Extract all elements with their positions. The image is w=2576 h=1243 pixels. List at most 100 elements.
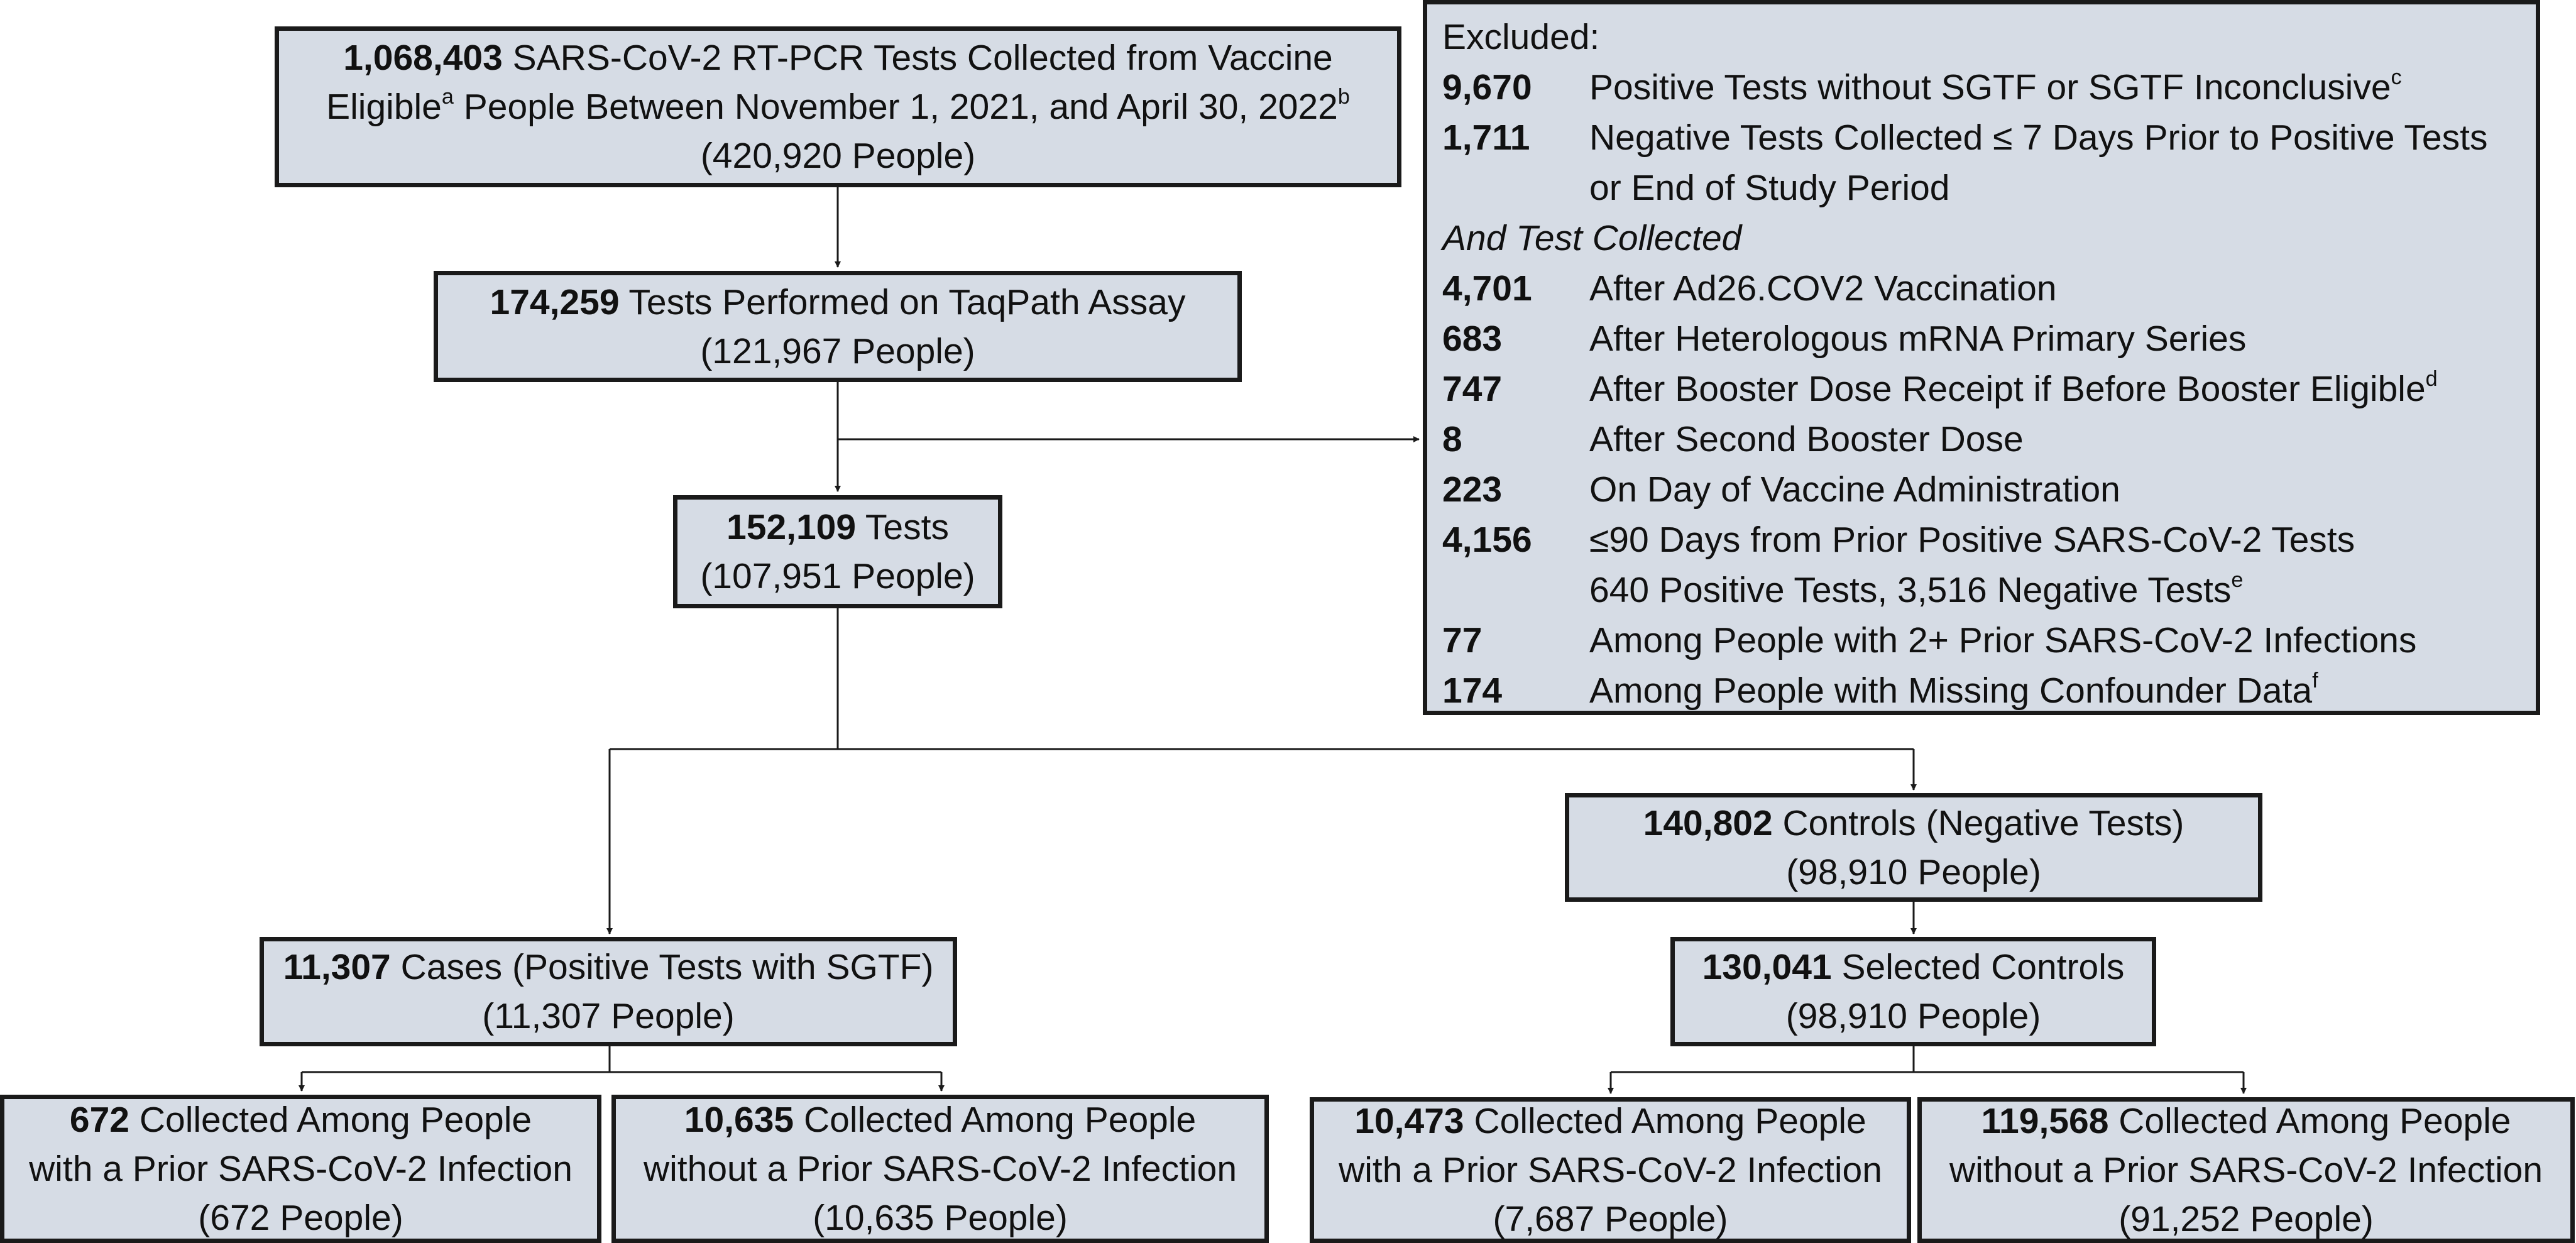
excluded-row: 77 Among People with 2+ Prior SARS-CoV-2 …: [1442, 615, 2536, 665]
box-controls-prior-infection: 10,473 Collected Among People with a Pri…: [1310, 1097, 1911, 1243]
excluded-count: [1442, 565, 1589, 615]
excluded-reason: or End of Study Period: [1589, 163, 1950, 213]
tests-people: (107,951 People): [700, 556, 975, 596]
tests-text: Tests: [856, 507, 949, 547]
excluded-reason: Negative Tests Collected ≤ 7 Days Prior …: [1589, 112, 2487, 163]
total-tests-eligible: Eligible: [326, 87, 442, 127]
controls-prior-people: (7,687 People): [1493, 1199, 1728, 1239]
excluded-count: 223: [1442, 469, 1503, 510]
cases-no-prior-number: 10,635: [684, 1100, 794, 1140]
cases-text: Cases (Positive Tests with SGTF): [390, 947, 934, 987]
total-tests-number: 1,068,403: [343, 38, 503, 78]
excluded-reason-text: After Heterologous mRNA Primary Series: [1589, 319, 2247, 359]
excluded-reason: After Ad26.COV2 Vaccination: [1589, 263, 2057, 314]
excluded-subtitle: And Test Collected: [1442, 218, 1742, 258]
excluded-title: Excluded:: [1442, 17, 1600, 57]
excluded-count: [1442, 163, 1589, 213]
box-cases-prior-infection: 672 Collected Among People with a Prior …: [0, 1095, 601, 1243]
selected-controls-people: (98,910 People): [1785, 996, 2041, 1036]
controls-no-prior-people: (91,252 People): [2118, 1199, 2374, 1239]
cases-prior-number: 672: [69, 1100, 129, 1140]
excluded-row: 223 On Day of Vaccine Administration: [1442, 464, 2536, 515]
excluded-reason: Positive Tests without SGTF or SGTF Inco…: [1589, 62, 2402, 112]
excluded-row: 640 Positive Tests, 3,516 Negative Tests…: [1442, 565, 2536, 615]
box-total-tests: 1,068,403 SARS-CoV-2 RT-PCR Tests Collec…: [275, 26, 1401, 187]
controls-no-prior-text-2: without a Prior SARS-CoV-2 Infection: [1949, 1150, 2543, 1190]
controls-prior-number: 10,473: [1354, 1101, 1464, 1141]
excluded-reason-text: Positive Tests without SGTF or SGTF Inco…: [1589, 67, 2391, 107]
footnote-marker: e: [2231, 568, 2244, 593]
footnote-marker: d: [2425, 367, 2438, 392]
controls-people: (98,910 People): [1786, 851, 2041, 892]
selected-controls-text: Selected Controls: [1831, 947, 2125, 987]
box-controls: 140,802 Controls (Negative Tests) (98,91…: [1565, 793, 2262, 902]
excluded-count: 174: [1442, 671, 1503, 711]
cases-number: 11,307: [283, 947, 391, 987]
excluded-reason: ≤90 Days from Prior Positive SARS-CoV-2 …: [1589, 515, 2355, 565]
box-controls-no-prior-infection: 119,568 Collected Among People without a…: [1917, 1097, 2575, 1243]
cases-people: (11,307 People): [482, 996, 735, 1036]
excluded-reason: Among People with 2+ Prior SARS-CoV-2 In…: [1589, 615, 2416, 665]
taqpath-text: Tests Performed on TaqPath Assay: [619, 282, 1186, 322]
taqpath-number: 174,259: [490, 282, 620, 322]
tests-number: 152,109: [726, 507, 857, 547]
excluded-count: 4,156: [1442, 520, 1532, 560]
box-tests: 152,109 Tests (107,951 People): [673, 495, 1002, 608]
box-taqpath: 174,259 Tests Performed on TaqPath Assay…: [434, 271, 1242, 382]
excluded-row: or End of Study Period: [1442, 163, 2536, 213]
selected-controls-number: 130,041: [1702, 947, 1832, 987]
excluded-reason: After Booster Dose Receipt if Before Boo…: [1589, 364, 2438, 414]
cases-prior-text-2: with a Prior SARS-CoV-2 Infection: [29, 1149, 573, 1189]
excluded-reason-text: Negative Tests Collected ≤ 7 Days Prior …: [1589, 118, 2488, 158]
box-cases-no-prior-infection: 10,635 Collected Among People without a …: [611, 1095, 1269, 1243]
controls-prior-text-2: with a Prior SARS-CoV-2 Infection: [1339, 1150, 1882, 1190]
excluded-count: 683: [1442, 319, 1503, 359]
cases-prior-people: (672 People): [198, 1198, 403, 1238]
excluded-row: 174 Among People with Missing Confounder …: [1442, 665, 2536, 716]
total-tests-period: People Between November 1, 2021, and Apr…: [453, 87, 1338, 127]
cases-no-prior-people: (10,635 People): [813, 1198, 1068, 1238]
excluded-reason: After Second Booster Dose: [1589, 414, 2024, 464]
footnote-a: a: [441, 85, 454, 109]
excluded-row: 1,711 Negative Tests Collected ≤ 7 Days P…: [1442, 112, 2536, 163]
excluded-count: 4,701: [1442, 268, 1532, 309]
excluded-reason-text: Among People with 2+ Prior SARS-CoV-2 In…: [1589, 620, 2417, 660]
excluded-reason-text: 640 Positive Tests, 3,516 Negative Tests: [1589, 570, 2232, 610]
controls-text: Controls (Negative Tests): [1772, 802, 2184, 843]
excluded-count: 9,670: [1442, 67, 1532, 107]
excluded-reason-text: Among People with Missing Confounder Dat…: [1589, 671, 2313, 711]
total-tests-people: (420,920 People): [700, 136, 976, 176]
excluded-reason-text: ≤90 Days from Prior Positive SARS-CoV-2 …: [1589, 520, 2355, 560]
excluded-row: 747 After Booster Dose Receipt if Before …: [1442, 364, 2536, 414]
excluded-reason-text: After Ad26.COV2 Vaccination: [1589, 268, 2057, 309]
excluded-count: 1,711: [1442, 118, 1530, 158]
total-tests-text: SARS-CoV-2 RT-PCR Tests Collected from V…: [502, 38, 1333, 78]
excluded-reason: Among People with Missing Confounder Dat…: [1589, 665, 2318, 716]
excluded-reason: After Heterologous mRNA Primary Series: [1589, 314, 2246, 364]
excluded-count: 77: [1442, 620, 1483, 660]
box-cases: 11,307 Cases (Positive Tests with SGTF) …: [260, 937, 957, 1046]
excluded-row: 4,156 ≤90 Days from Prior Positive SARS-C…: [1442, 515, 2536, 565]
excluded-row: 8 After Second Booster Dose: [1442, 414, 2536, 464]
cases-no-prior-text: Collected Among People: [794, 1100, 1197, 1140]
excluded-reason-text: After Booster Dose Receipt if Before Boo…: [1589, 369, 2426, 409]
controls-number: 140,802: [1643, 802, 1773, 843]
excluded-count: 8: [1442, 419, 1462, 459]
excluded-row: 683 After Heterologous mRNA Primary Serie…: [1442, 314, 2536, 364]
box-excluded: Excluded: 9,670 Positive Tests without SG…: [1423, 0, 2540, 715]
excluded-row: 9,670 Positive Tests without SGTF or SGTF…: [1442, 62, 2536, 112]
box-selected-controls: 130,041 Selected Controls (98,910 People…: [1670, 937, 2156, 1046]
excluded-reason-text: or End of Study Period: [1589, 168, 1950, 208]
controls-no-prior-number: 119,568: [1981, 1101, 2109, 1141]
controls-no-prior-text: Collected Among People: [2108, 1101, 2511, 1141]
cases-prior-text: Collected Among People: [129, 1100, 532, 1140]
excluded-reason-text: After Second Booster Dose: [1589, 419, 2024, 459]
footnote-marker: c: [2391, 65, 2402, 90]
excluded-row: 4,701 After Ad26.COV2 Vaccination: [1442, 263, 2536, 314]
excluded-reason: On Day of Vaccine Administration: [1589, 464, 2120, 515]
excluded-rows-top: 9,670 Positive Tests without SGTF or SGTF…: [1442, 62, 2536, 213]
excluded-reason: 640 Positive Tests, 3,516 Negative Tests…: [1589, 565, 2243, 615]
excluded-reason-text: On Day of Vaccine Administration: [1589, 469, 2120, 510]
